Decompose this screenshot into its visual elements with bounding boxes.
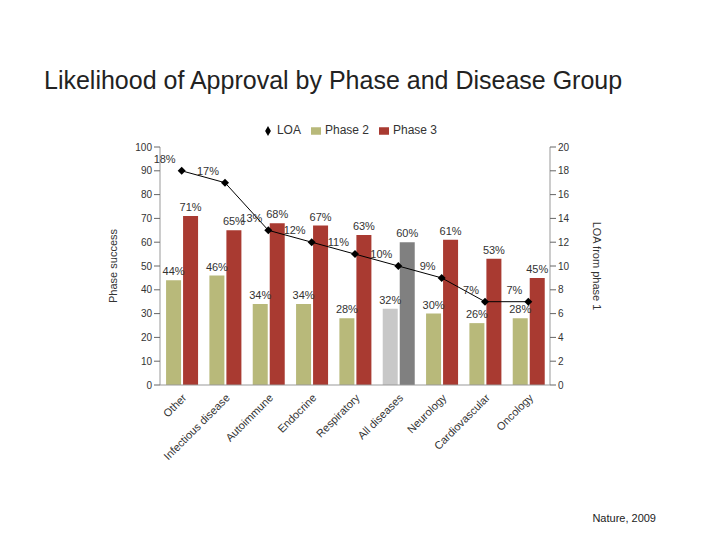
svg-text:26%: 26% <box>466 308 488 320</box>
svg-text:61%: 61% <box>440 225 462 237</box>
svg-text:10: 10 <box>558 261 570 272</box>
svg-text:34%: 34% <box>293 289 315 301</box>
svg-text:12%: 12% <box>284 224 306 236</box>
html-text:Phase 2: Phase 2 <box>325 123 369 137</box>
svg-text:68%: 68% <box>266 208 288 220</box>
svg-text:10: 10 <box>141 356 153 367</box>
svg-text:8: 8 <box>558 284 564 295</box>
svg-text:Cardiovascular: Cardiovascular <box>432 391 493 452</box>
svg-text:60%: 60% <box>396 227 418 239</box>
svg-text:20: 20 <box>558 142 570 153</box>
svg-text:45%: 45% <box>526 263 548 275</box>
svg-text:34%: 34% <box>249 289 271 301</box>
svg-text:18: 18 <box>558 165 570 176</box>
svg-text:Oncology: Oncology <box>494 391 536 433</box>
svg-text:All diseases: All diseases <box>355 391 405 441</box>
svg-text:50: 50 <box>141 261 153 272</box>
svg-text:Phase success: Phase success <box>107 229 119 303</box>
svg-text:12: 12 <box>558 237 570 248</box>
svg-text:67%: 67% <box>310 211 332 223</box>
svg-text:Other: Other <box>161 391 189 419</box>
svg-text:70: 70 <box>141 213 153 224</box>
svg-text:17%: 17% <box>197 165 219 177</box>
svg-text:71%: 71% <box>180 201 202 213</box>
svg-text:90: 90 <box>141 165 153 176</box>
svg-text:0: 0 <box>558 380 564 391</box>
svg-text:Infectious disease: Infectious disease <box>161 391 232 462</box>
html-text:Phase 3: Phase 3 <box>393 123 437 137</box>
svg-text:20: 20 <box>141 332 153 343</box>
svg-text:16: 16 <box>558 189 570 200</box>
svg-text:LOA from phase 1: LOA from phase 1 <box>591 222 603 311</box>
svg-text:32%: 32% <box>379 294 401 306</box>
svg-text:Neurology: Neurology <box>405 391 449 435</box>
svg-text:80: 80 <box>141 189 153 200</box>
html-text:LOA: LOA <box>276 123 301 137</box>
svg-text:18%: 18% <box>154 153 176 165</box>
svg-text:100: 100 <box>135 142 152 153</box>
svg-text:7%: 7% <box>463 284 479 296</box>
svg-text:60: 60 <box>141 237 153 248</box>
svg-text:14: 14 <box>558 213 570 224</box>
svg-text:53%: 53% <box>483 244 505 256</box>
svg-text:65%: 65% <box>222 215 245 228</box>
svg-text:2: 2 <box>558 356 564 367</box>
svg-text:63%: 63% <box>353 220 375 232</box>
svg-text:13%: 13% <box>240 212 262 224</box>
svg-text:28%: 28% <box>509 303 531 315</box>
svg-text:9%: 9% <box>420 260 436 272</box>
svg-text:10%: 10% <box>370 248 392 260</box>
html-text:Nature, 2009: Nature, 2009 <box>592 512 656 524</box>
svg-text:4: 4 <box>558 332 564 343</box>
svg-text:28%: 28% <box>336 303 358 315</box>
svg-text:7%: 7% <box>506 284 522 296</box>
svg-text:30: 30 <box>141 308 153 319</box>
svg-text:44%: 44% <box>163 265 185 277</box>
svg-text:46%: 46% <box>206 261 228 273</box>
svg-text:40: 40 <box>141 284 153 295</box>
svg-text:6: 6 <box>558 308 564 319</box>
svg-text:Respiratory: Respiratory <box>313 391 362 440</box>
svg-text:Autoimmune: Autoimmune <box>223 391 275 443</box>
svg-text:30%: 30% <box>423 299 445 311</box>
svg-text:0: 0 <box>146 380 152 391</box>
html-text:Likelihood of Approval by Phas: Likelihood of Approval by Phase and Dise… <box>44 66 623 94</box>
svg-text:11%: 11% <box>328 236 349 248</box>
svg-text:Endocrine: Endocrine <box>275 391 319 435</box>
